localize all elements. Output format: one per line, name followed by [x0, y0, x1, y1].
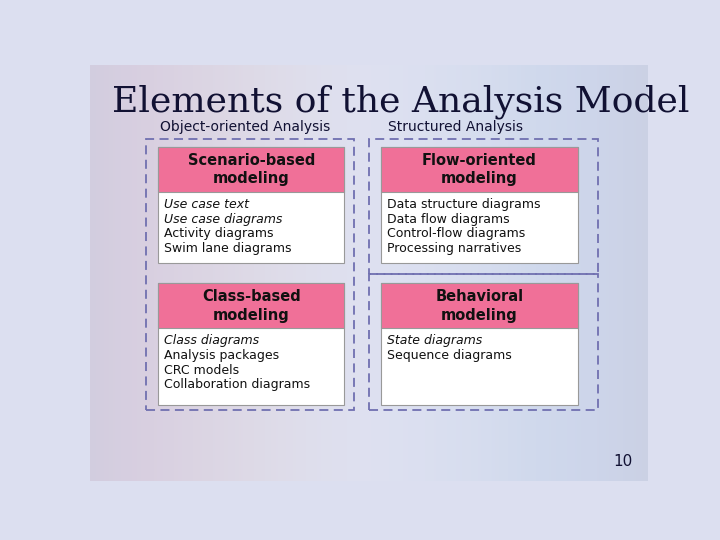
Text: Object-oriented Analysis: Object-oriented Analysis — [160, 120, 330, 134]
Text: Elements of the Analysis Model: Elements of the Analysis Model — [112, 84, 689, 119]
Text: Analysis packages: Analysis packages — [164, 349, 279, 362]
Text: Control-flow diagrams: Control-flow diagrams — [387, 227, 525, 240]
Bar — [158, 147, 344, 262]
Bar — [381, 147, 578, 192]
Bar — [158, 284, 344, 405]
Bar — [145, 139, 354, 410]
Bar — [158, 147, 344, 192]
Text: Scenario-based
modeling: Scenario-based modeling — [187, 153, 315, 186]
Text: Sequence diagrams: Sequence diagrams — [387, 349, 512, 362]
Text: Flow-oriented
modeling: Flow-oriented modeling — [422, 153, 537, 186]
Text: Processing narratives: Processing narratives — [387, 242, 521, 255]
Text: Activity diagrams: Activity diagrams — [164, 227, 274, 240]
Text: Use case diagrams: Use case diagrams — [164, 213, 283, 226]
Text: Use case text: Use case text — [164, 198, 249, 211]
Text: 10: 10 — [613, 454, 632, 469]
Text: Data flow diagrams: Data flow diagrams — [387, 213, 510, 226]
Text: CRC models: CRC models — [164, 363, 240, 376]
Bar — [369, 274, 598, 410]
Bar — [381, 284, 578, 328]
Bar — [158, 284, 344, 328]
Text: Class diagrams: Class diagrams — [164, 334, 259, 347]
Text: Behavioral
modeling: Behavioral modeling — [436, 289, 523, 322]
Bar — [381, 284, 578, 405]
Text: Class-based
modeling: Class-based modeling — [202, 289, 300, 322]
Text: Collaboration diagrams: Collaboration diagrams — [164, 378, 310, 391]
Text: Data structure diagrams: Data structure diagrams — [387, 198, 540, 211]
Text: State diagrams: State diagrams — [387, 334, 482, 347]
Bar — [381, 147, 578, 262]
Text: Structured Analysis: Structured Analysis — [388, 120, 523, 134]
Bar — [369, 139, 598, 274]
Text: Swim lane diagrams: Swim lane diagrams — [164, 242, 292, 255]
